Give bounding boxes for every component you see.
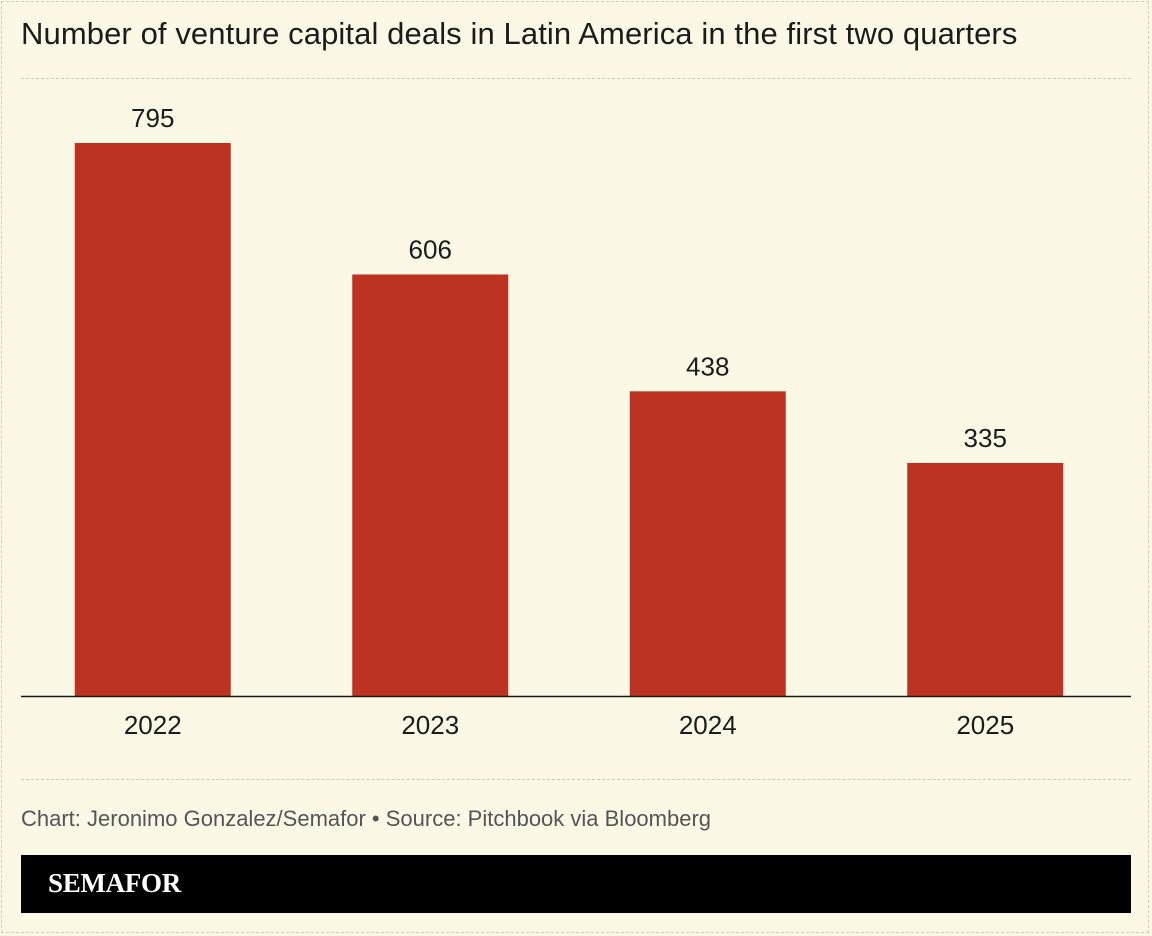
bar-2022 (74, 143, 231, 696)
x-tick-label-2023: 2023 (401, 710, 459, 740)
bar-chart: 795 2022 606 2023 438 2024 335 2025 (21, 103, 1131, 740)
footer-divider (21, 779, 1131, 780)
source-credit: Chart: Jeronimo Gonzalez/Semafor • Sourc… (21, 806, 712, 831)
semafor-logo: SEMAFOR (48, 868, 181, 898)
x-tick-label-2024: 2024 (679, 710, 737, 740)
bar-2023 (352, 274, 509, 696)
title-divider (21, 78, 1131, 79)
bar-2024 (629, 391, 786, 696)
x-tick-label-2025: 2025 (956, 710, 1014, 740)
bar-2025 (907, 462, 1064, 696)
value-label-2024: 438 (686, 351, 729, 381)
brand-bar: SEMAFOR (21, 855, 1131, 913)
value-label-2022: 795 (131, 103, 174, 133)
value-label-2025: 335 (964, 423, 1007, 453)
value-label-2023: 606 (409, 234, 452, 264)
x-tick-label-2022: 2022 (124, 710, 182, 740)
chart-title: Number of venture capital deals in Latin… (21, 16, 1018, 51)
